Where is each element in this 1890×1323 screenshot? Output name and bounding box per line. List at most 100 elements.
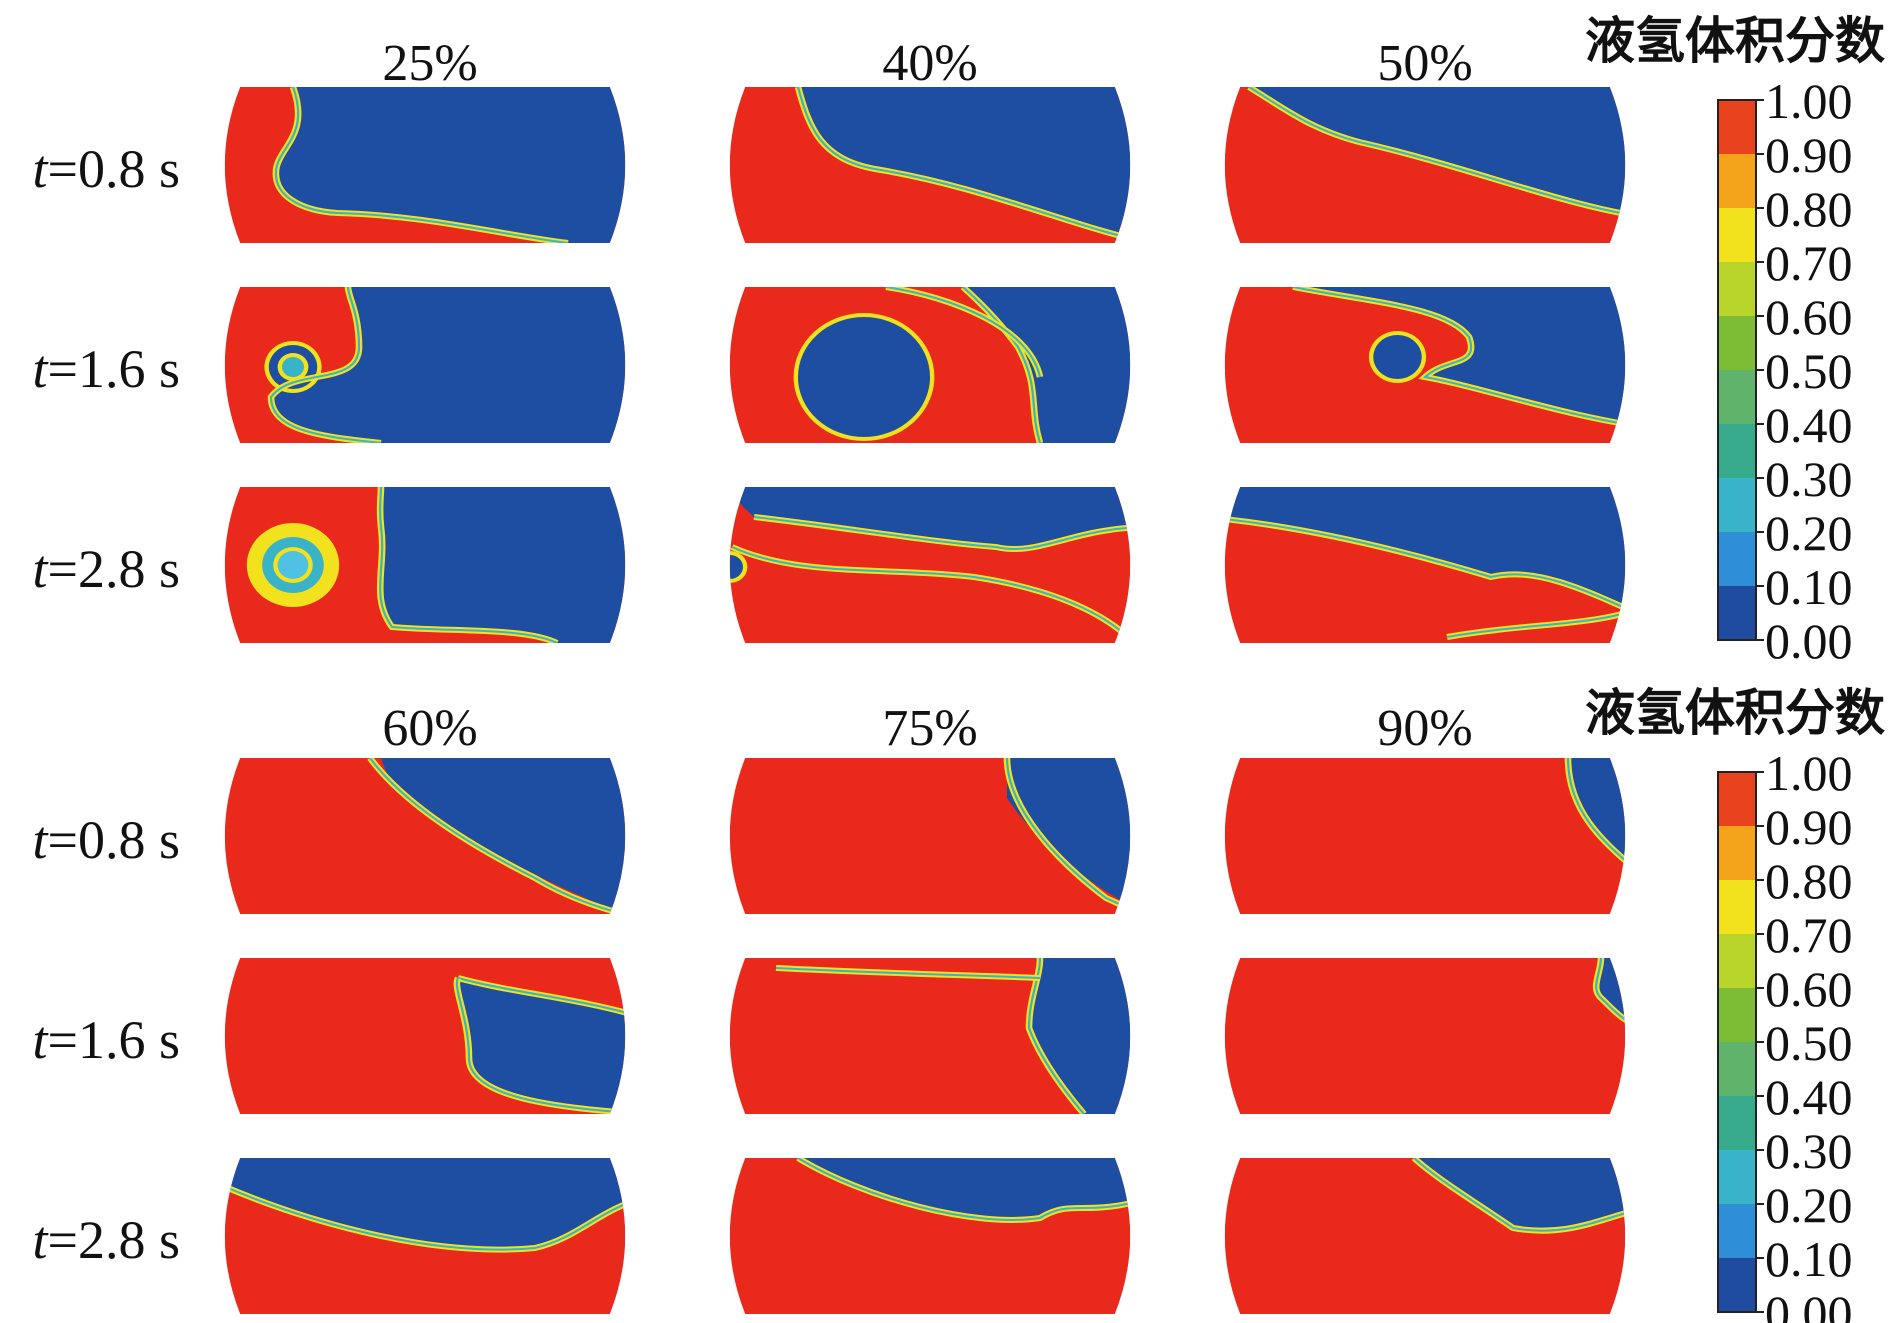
time-label: t=1.6 s [33, 339, 180, 399]
colorbar-tick-label: 0.30 [1765, 1123, 1853, 1179]
tank-panel-fill-25-t-0.8 [224, 87, 626, 243]
time-label: t=2.8 s [33, 539, 180, 599]
time-label: t=2.8 s [33, 1210, 180, 1270]
colorbar-tick-label: 0.50 [1765, 343, 1853, 399]
colorbar-tick-label: 0.80 [1765, 181, 1853, 237]
vortex-core [282, 357, 304, 377]
vapor-region [1568, 758, 1626, 878]
tank-panel-fill-60-t-1.6 [224, 958, 626, 1114]
colorbar-tick-label: 0.30 [1765, 451, 1853, 507]
colorbar-tick-label: 0.00 [1765, 1285, 1853, 1323]
vapor-region [798, 87, 1131, 243]
vortex-core [277, 551, 309, 579]
tank-panel-fill-75-t-1.6 [729, 958, 1131, 1114]
colorbar-tick-label: 0.00 [1765, 613, 1853, 669]
interface-core [797, 1158, 1131, 1221]
tank-panel-fill-60-t-2.8 [224, 1158, 626, 1314]
interface-core [962, 287, 1042, 443]
colorbar-tick-label: 0.90 [1765, 127, 1853, 183]
vortex-core [798, 317, 930, 437]
vapor-region [732, 487, 1131, 550]
colorbar-tick-label: 0.20 [1765, 505, 1853, 561]
colorbar-segment [1718, 586, 1756, 640]
colorbar-tick-label: 0.20 [1765, 1177, 1853, 1233]
tank-panel-fill-25-t-1.6 [224, 287, 626, 443]
vapor-region [1224, 487, 1626, 617]
tank-panel-fill-50-t-2.8 [1224, 487, 1626, 643]
tank-panel-fill-90-t-0.8 [1224, 758, 1626, 914]
colorbar-segment [1718, 208, 1756, 262]
interface-core [378, 487, 558, 643]
liquid-region [1224, 758, 1626, 914]
tank-panel-fill-50-t-1.6 [1224, 287, 1626, 443]
interface-core [1595, 958, 1626, 1029]
tank-panel-fill-40-t-2.8 [729, 487, 1131, 643]
tank-panel-fill-40-t-0.8 [729, 87, 1131, 243]
colorbar-tick-label: 1.00 [1765, 745, 1853, 801]
fill-level-label: 50% [1377, 35, 1472, 92]
tank-panels [224, 87, 1626, 1314]
colorbar-segment [1718, 424, 1756, 478]
interface-core [1566, 758, 1626, 879]
colorbar-segment [1718, 370, 1756, 424]
interface-core [731, 546, 1129, 638]
figure-labels: 25% 40% 50% t=0.8 s t=1.6 s t=2.8 s 60% 75% 90% t… [33, 35, 1473, 1270]
colorbar-segment [1718, 934, 1756, 988]
colorbar-segment [1718, 1258, 1756, 1312]
interface-core [455, 977, 626, 1114]
vapor-region [380, 487, 626, 643]
interface-core [224, 1177, 626, 1251]
interface-core [274, 87, 569, 243]
interface-core [1005, 758, 1131, 914]
tank-panel-fill-50-t-0.8 [1224, 87, 1626, 243]
fill-level-label: 25% [382, 35, 477, 92]
tank-panel-fill-75-t-2.8 [729, 1158, 1131, 1314]
colorbar-tick-label: 0.40 [1765, 397, 1853, 453]
colorbar-segment [1718, 880, 1756, 934]
time-label: t=0.8 s [33, 139, 180, 199]
colorbar-tick-label: 1.00 [1765, 73, 1853, 129]
fill-level-label: 40% [882, 35, 977, 92]
colorbar-tick-label: 0.10 [1765, 559, 1853, 615]
vapor-region [456, 978, 626, 1114]
colorbar-segment [1718, 478, 1756, 532]
tank-panel-fill-90-t-1.6 [1224, 958, 1626, 1114]
colorbar-tick-label: 0.90 [1765, 799, 1853, 855]
fill-level-label: 60% [382, 700, 477, 757]
colorbar-segment [1718, 1096, 1756, 1150]
colorbar-segment [1718, 316, 1756, 370]
interface-core [1248, 87, 1626, 218]
colorbar-title: 液氢体积分数 [1585, 684, 1885, 742]
fill-level-label: 75% [882, 700, 977, 757]
interface-core [1446, 606, 1626, 638]
colorbar-tick-label: 0.10 [1765, 1231, 1853, 1287]
interface-core [1224, 516, 1626, 618]
colorbar-segment [1718, 100, 1756, 154]
colorbar-segment [1718, 1204, 1756, 1258]
colorbar-tick-label: 0.50 [1765, 1015, 1853, 1071]
interface-core [885, 287, 1042, 378]
colorbar-segment [1718, 1042, 1756, 1096]
vapor-region [1029, 958, 1131, 1114]
colorbar-segment [1718, 262, 1756, 316]
tank-panel-fill-40-t-1.6 [729, 287, 1131, 443]
interface-core [1292, 287, 1626, 428]
vapor-region [1007, 758, 1131, 914]
colorbar-tick-label: 0.60 [1765, 961, 1853, 1017]
interface-core [753, 516, 1131, 551]
colorbar-tick-label: 0.70 [1765, 907, 1853, 963]
vapor-region [1414, 1158, 1626, 1231]
vortex-core [1373, 335, 1422, 379]
colorbar-tick-label: 0.60 [1765, 289, 1853, 345]
vapor-region [798, 1158, 1131, 1220]
interface-core [369, 758, 624, 914]
tank-panel-fill-75-t-0.8 [729, 758, 1131, 914]
interface-core [1413, 1158, 1626, 1232]
time-label: t=1.6 s [33, 1010, 180, 1070]
colorbar-tick-label: 0.40 [1765, 1069, 1853, 1125]
colorbar-segment [1718, 154, 1756, 208]
vortex-core [729, 555, 744, 579]
colorbar-title: 液氢体积分数 [1585, 12, 1885, 70]
fill-level-label: 90% [1377, 700, 1472, 757]
